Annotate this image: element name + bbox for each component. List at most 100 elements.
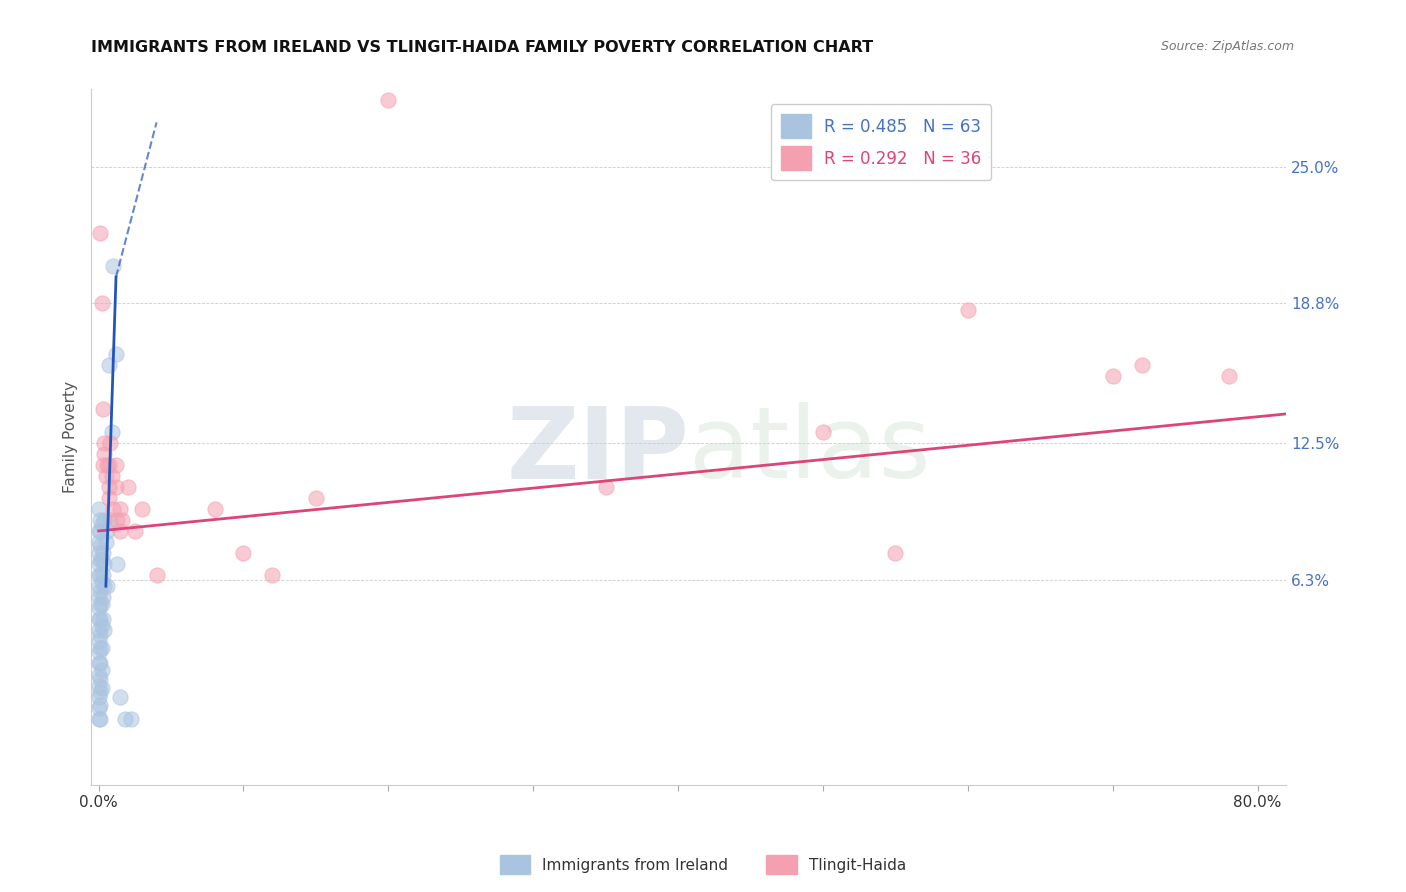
Point — [89, 700, 111, 714]
Point — [89, 612, 111, 626]
Point — [1101, 369, 1123, 384]
Point — [89, 712, 111, 726]
Point — [98, 513, 121, 527]
Point — [90, 681, 112, 695]
Point — [98, 435, 121, 450]
Point — [91, 402, 114, 417]
Point — [89, 524, 111, 538]
Point — [1130, 359, 1153, 373]
Point — [89, 640, 111, 655]
Point — [89, 634, 111, 648]
Point — [94, 535, 117, 549]
Point — [89, 657, 111, 671]
Point — [956, 303, 979, 318]
Point — [89, 624, 111, 638]
Point — [107, 513, 129, 527]
Point — [124, 524, 146, 538]
Point — [89, 501, 111, 516]
Point — [110, 690, 132, 704]
Point — [93, 513, 115, 527]
Point — [89, 698, 111, 713]
Point — [120, 712, 142, 726]
Point — [97, 458, 120, 472]
Point — [90, 552, 112, 566]
Point — [811, 425, 834, 439]
Point — [595, 480, 617, 494]
Point — [93, 447, 115, 461]
Point — [100, 425, 122, 439]
Point — [89, 645, 111, 659]
Point — [89, 597, 111, 611]
Point — [105, 347, 128, 361]
Point — [114, 712, 136, 726]
Point — [90, 517, 112, 532]
Point — [101, 501, 124, 516]
Point — [93, 624, 115, 638]
Point — [89, 579, 111, 593]
Point — [377, 93, 399, 107]
Point — [91, 458, 114, 472]
Text: ZIP: ZIP — [506, 402, 689, 500]
Point — [93, 579, 115, 593]
Point — [89, 583, 111, 598]
Point — [89, 557, 111, 571]
Point — [89, 667, 111, 681]
Point — [89, 712, 111, 726]
Point — [89, 612, 111, 626]
Point — [89, 657, 111, 671]
Point — [94, 468, 117, 483]
Point — [90, 663, 112, 677]
Point — [305, 491, 328, 505]
Point — [93, 435, 115, 450]
Point — [91, 591, 114, 605]
Point — [131, 501, 153, 516]
Y-axis label: Family Poverty: Family Poverty — [63, 381, 79, 493]
Point — [89, 601, 111, 615]
Point — [111, 513, 134, 527]
Point — [90, 574, 112, 589]
Point — [97, 480, 120, 494]
Point — [89, 591, 111, 605]
Point — [89, 552, 111, 566]
Point — [105, 480, 128, 494]
Point — [89, 685, 111, 699]
Point — [93, 557, 115, 571]
Point — [89, 628, 111, 642]
Point — [262, 568, 284, 582]
Point — [100, 468, 122, 483]
Point — [90, 597, 112, 611]
Point — [117, 480, 139, 494]
Point — [232, 546, 254, 560]
Text: atlas: atlas — [689, 402, 931, 500]
Point — [89, 679, 111, 693]
Point — [89, 540, 111, 554]
Point — [89, 226, 111, 240]
Point — [90, 640, 112, 655]
Point — [145, 568, 167, 582]
Point — [89, 568, 111, 582]
Point — [90, 296, 112, 310]
Point — [91, 612, 114, 626]
Point — [96, 579, 118, 593]
Point — [110, 501, 132, 516]
Point — [89, 513, 111, 527]
Point — [89, 568, 111, 582]
Point — [89, 672, 111, 686]
Point — [107, 557, 129, 571]
Point — [884, 546, 907, 560]
Point — [89, 690, 111, 704]
Point — [91, 568, 114, 582]
Point — [204, 501, 226, 516]
Point — [110, 524, 132, 538]
Point — [96, 524, 118, 538]
Point — [97, 491, 120, 505]
Point — [89, 524, 111, 538]
Text: Source: ZipAtlas.com: Source: ZipAtlas.com — [1160, 40, 1294, 54]
Text: IMMIGRANTS FROM IRELAND VS TLINGIT-HAIDA FAMILY POVERTY CORRELATION CHART: IMMIGRANTS FROM IRELAND VS TLINGIT-HAIDA… — [91, 40, 873, 55]
Point — [97, 359, 120, 373]
Point — [89, 535, 111, 549]
Point — [1218, 369, 1240, 384]
Point — [91, 546, 114, 560]
Point — [101, 259, 124, 273]
Point — [90, 619, 112, 633]
